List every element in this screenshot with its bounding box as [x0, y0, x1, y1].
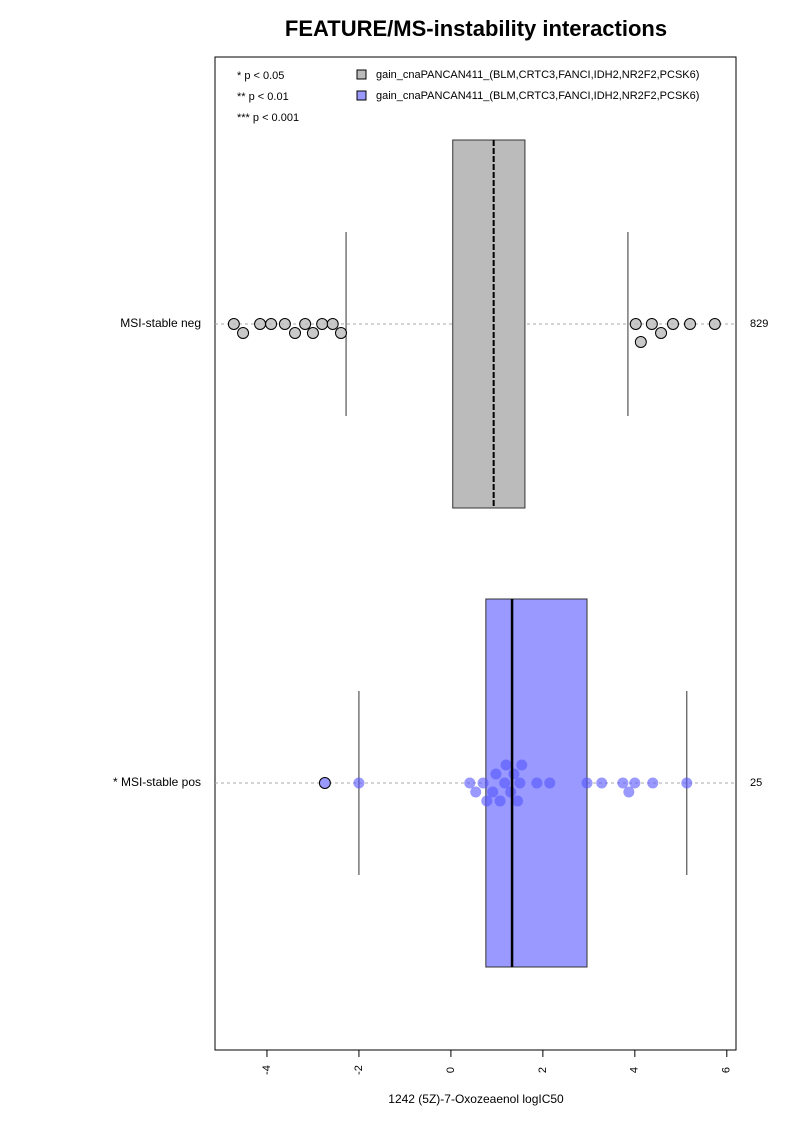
significance-note: ** p < 0.01	[237, 91, 289, 103]
legend-label: gain_cnaPANCAN411_(BLM,CRTC3,FANCI,IDH2,…	[376, 69, 699, 81]
count-label: 829	[750, 318, 768, 330]
data-point	[353, 777, 365, 789]
data-point	[500, 759, 512, 771]
chart-title: FEATURE/MS-instability interactions	[285, 16, 667, 41]
data-point	[265, 318, 278, 330]
box	[452, 139, 526, 509]
x-axis-label: 1242 (5Z)-7-Oxozeaenol logIC50	[388, 1092, 564, 1106]
significance-note: *** p < 0.001	[237, 112, 299, 124]
plot-frame	[214, 56, 737, 1051]
data-point	[278, 318, 291, 330]
count-label: 25	[750, 777, 762, 789]
data-point	[487, 786, 499, 798]
data-point	[512, 795, 524, 807]
data-point	[299, 318, 312, 330]
data-point	[681, 777, 693, 789]
significance-note: * p < 0.05	[237, 70, 284, 82]
data-point	[254, 318, 267, 330]
data-point	[237, 327, 250, 339]
x-tick-label: 0	[445, 1067, 457, 1073]
data-point	[334, 327, 347, 339]
data-point	[508, 768, 520, 780]
x-tick-label: -2	[353, 1065, 365, 1075]
x-tick-label: 6	[721, 1067, 733, 1073]
x-tick-label: 4	[629, 1067, 641, 1073]
data-point	[516, 759, 528, 771]
data-point	[318, 777, 331, 789]
data-point	[514, 777, 526, 789]
data-point	[316, 318, 329, 330]
data-point	[684, 318, 697, 330]
data-point	[464, 777, 476, 789]
data-point	[629, 318, 642, 330]
data-point	[531, 777, 543, 789]
data-point	[581, 777, 593, 789]
legend-swatch	[356, 90, 367, 101]
data-point	[477, 777, 489, 789]
x-tick-label: -4	[261, 1065, 273, 1075]
data-point	[499, 777, 511, 789]
data-point	[326, 318, 339, 330]
legend-label: gain_cnaPANCAN411_(BLM,CRTC3,FANCI,IDH2,…	[376, 90, 699, 102]
data-point	[544, 777, 556, 789]
data-point	[490, 768, 502, 780]
category-label: * MSI-stable pos	[113, 775, 201, 789]
data-point	[647, 777, 659, 789]
data-point	[623, 786, 635, 798]
data-point	[494, 795, 506, 807]
data-point	[617, 777, 629, 789]
data-point	[629, 777, 641, 789]
data-point	[470, 786, 482, 798]
legend-swatch	[356, 69, 367, 80]
data-point	[708, 318, 721, 330]
x-tick-label: 2	[537, 1067, 549, 1073]
data-point	[645, 318, 658, 330]
data-point	[481, 795, 493, 807]
data-point	[306, 327, 319, 339]
data-point	[655, 327, 668, 339]
category-label: MSI-stable neg	[120, 316, 201, 330]
data-point	[667, 318, 680, 330]
data-point	[505, 786, 517, 798]
data-point	[289, 327, 302, 339]
data-point	[227, 318, 240, 330]
data-point	[634, 336, 647, 348]
data-point	[596, 777, 608, 789]
